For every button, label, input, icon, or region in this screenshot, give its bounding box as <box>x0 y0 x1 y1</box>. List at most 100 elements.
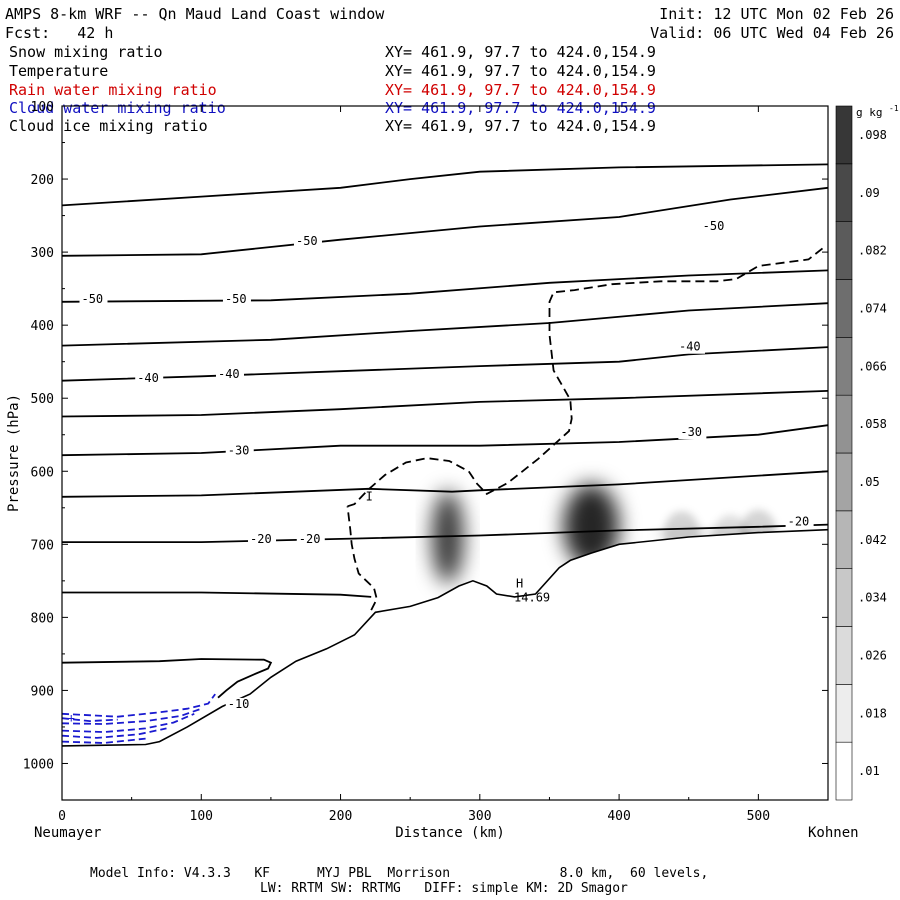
field-cloudwater-xy: XY= 461.9, 97.7 to 424.0,154.9 <box>385 99 656 117</box>
isotherm-label-bg <box>676 340 705 354</box>
colorbar-tick-label: .066 <box>858 359 887 373</box>
colorbar-segment <box>835 741 853 801</box>
cloud-water-contour <box>62 737 146 744</box>
right-endpoint-label: Kohnen <box>808 825 859 841</box>
temperature-isotherm <box>62 658 273 699</box>
isotherm-label-bg <box>785 515 814 529</box>
x-tick-label: 300 <box>468 809 491 824</box>
y-tick-label: 600 <box>31 465 54 480</box>
field-temp-name: Temperature <box>9 62 109 80</box>
isotherm-label: -50 <box>296 234 318 248</box>
field-cloudice-xy: XY= 461.9, 97.7 to 424.0,154.9 <box>385 117 656 135</box>
field-rain-name: Rain water mixing ratio <box>9 81 217 99</box>
isotherm-label: -20 <box>299 532 321 546</box>
field-temp-xy: XY= 461.9, 97.7 to 424.0,154.9 <box>385 62 656 80</box>
colorbar-segment <box>835 510 853 569</box>
colorbar-segment <box>835 163 853 222</box>
temperature-isotherm <box>62 390 828 418</box>
temperature-isotherm <box>62 186 828 257</box>
temperature-isotherm <box>62 470 828 498</box>
cloud-ice-contour <box>346 506 378 611</box>
x-tick-label: 400 <box>607 809 630 824</box>
x-tick-label: 100 <box>190 809 213 824</box>
colorbar-tick-label: .034 <box>858 591 887 605</box>
isotherm-label-bg <box>225 697 254 711</box>
y-tick-label: 100 <box>31 100 54 115</box>
cloud-water-marker: + <box>68 711 75 725</box>
colorbar-segment <box>835 221 853 280</box>
left-endpoint-label: Neumayer <box>34 825 101 841</box>
cloud-water-contour <box>62 707 202 725</box>
isotherm-label-bg <box>215 367 244 381</box>
colorbar-unit-exponent: -1 <box>889 104 899 113</box>
temperature-isotherm <box>62 346 828 382</box>
isotherm-label-bg <box>293 234 322 248</box>
cloud-ice-contour <box>347 245 826 508</box>
isotherm-label-bg <box>248 532 277 546</box>
cloud-water-contour <box>62 712 195 734</box>
y-tick-label: 200 <box>31 173 54 188</box>
colorbar-tick-label: .05 <box>858 475 880 489</box>
colorbar-tick-label: .026 <box>858 648 887 662</box>
isotherm-label: -40 <box>218 367 240 381</box>
y-axis-label: Pressure (hPa) <box>6 394 22 512</box>
isotherm-label-bg <box>79 293 108 307</box>
colorbar-tick-label: .042 <box>858 533 887 547</box>
isotherm-label: -40 <box>679 340 701 354</box>
header-title: AMPS 8-km WRF -- Qn Maud Land Coast wind… <box>5 5 385 23</box>
x-tick-label: 500 <box>747 809 770 824</box>
x-tick-label: 0 <box>58 809 66 824</box>
field-snow-xy: XY= 461.9, 97.7 to 424.0,154.9 <box>385 43 656 61</box>
colorbar-segment <box>835 626 853 685</box>
isotherm-label: -30 <box>680 425 702 439</box>
isotherm-label-bg <box>222 293 251 307</box>
y-tick-label: 800 <box>31 611 54 626</box>
temperature-isotherm <box>62 269 828 303</box>
colorbar-segment <box>835 684 853 743</box>
temperature-isotherm <box>62 523 828 543</box>
high-marker-value: 14.69 <box>514 590 550 604</box>
colorbar-tick-label: .074 <box>858 301 887 315</box>
y-tick-label: 700 <box>31 538 54 553</box>
header-valid: Valid: 06 UTC Wed 04 Feb 26 <box>650 24 894 42</box>
isotherm-label: -20 <box>250 532 272 546</box>
temperature-isotherm <box>62 424 828 457</box>
isotherm-label-bg <box>700 220 729 234</box>
isotherm-label: -10 <box>228 697 250 711</box>
colorbar-tick-label: .01 <box>858 764 880 778</box>
isotherm-label: -40 <box>137 371 159 385</box>
x-tick-label: 200 <box>329 809 352 824</box>
colorbar-segment <box>835 337 853 396</box>
isotherm-label: -20 <box>788 514 810 528</box>
isotherm-label-bg <box>225 444 254 458</box>
field-snow-name: Snow mixing ratio <box>9 43 163 61</box>
isotherm-label-bg <box>135 372 164 386</box>
cloud-water-contour <box>62 717 118 723</box>
colorbar-tick-label: .098 <box>858 128 887 142</box>
isotherm-label: -50 <box>703 219 725 233</box>
temperature-isotherm <box>62 591 372 598</box>
field-rain-xy: XY= 461.9, 97.7 to 424.0,154.9 <box>385 81 656 99</box>
x-axis-label: Distance (km) <box>395 825 505 841</box>
cloud-water-contour <box>62 727 167 739</box>
terrain-mask <box>62 529 828 800</box>
footer-model-info: Model Info: V4.3.3 KF MYJ PBL Morrison 8… <box>90 866 709 881</box>
header-init: Init: 12 UTC Mon 02 Feb 26 <box>659 5 894 23</box>
colorbar-unit: g kg <box>856 106 883 119</box>
footer-physics-info: LW: RRTM SW: RRTMG DIFF: simple KM: 2D S… <box>260 881 628 896</box>
y-tick-label: 1000 <box>23 757 54 772</box>
y-tick-label: 300 <box>31 246 54 261</box>
temperature-isotherm <box>62 302 828 347</box>
colorbar-tick-label: .09 <box>858 186 880 200</box>
plot-frame <box>61 105 829 801</box>
colorbar-segment <box>835 568 853 627</box>
isotherm-label: -50 <box>225 292 247 306</box>
colorbar-tick-label: .018 <box>858 706 887 720</box>
isotherm-label-bg <box>678 426 707 440</box>
snow-maximum <box>563 484 620 569</box>
colorbar-segment <box>835 279 853 338</box>
header-fcst: Fcst: 42 h <box>5 24 114 42</box>
cloud-ice-label: I <box>366 489 373 503</box>
high-marker-label: H <box>516 576 523 590</box>
